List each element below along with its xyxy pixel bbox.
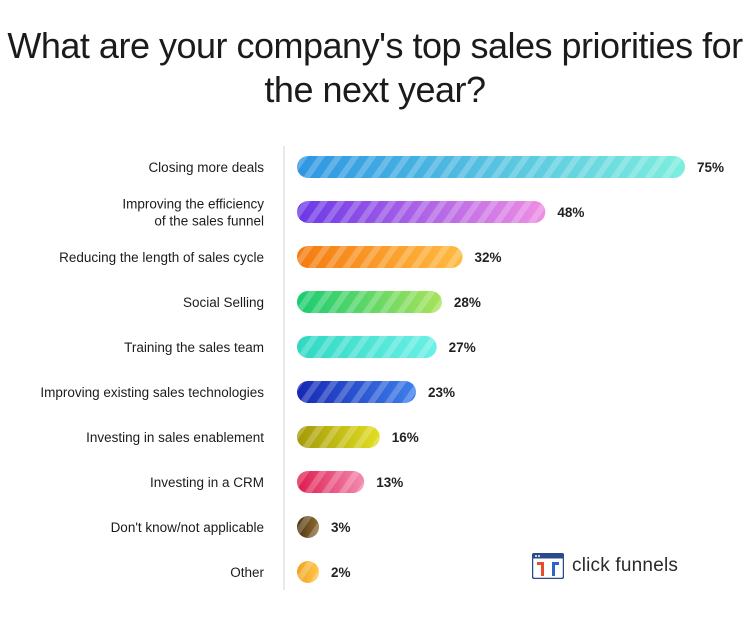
value-label: 13% <box>376 475 403 490</box>
category-label: Social Selling <box>183 295 264 310</box>
bar-stripes <box>297 291 442 313</box>
category-label-line: Closing more deals <box>148 160 264 175</box>
value-label: 27% <box>449 340 476 355</box>
bar-stripes <box>297 516 319 538</box>
bar-stripes <box>297 246 463 268</box>
category-label: Investing in sales enablement <box>86 430 264 445</box>
bar-stripes <box>297 471 365 493</box>
category-label-line: of the sales funnel <box>154 214 264 229</box>
category-label-line: Improving existing sales technologies <box>40 385 264 400</box>
category-label-line: Investing in a CRM <box>150 475 264 490</box>
chart-title: What are your company's top sales priori… <box>7 25 743 110</box>
value-label: 48% <box>557 205 584 220</box>
bar-stripes <box>297 336 437 358</box>
bar-stripes <box>297 561 319 583</box>
bar-group: 27% Training the sales team <box>124 336 476 358</box>
bar-group: 13% Investing in a CRM <box>150 471 403 493</box>
bar-stripes <box>297 426 380 448</box>
category-label: Other <box>230 565 264 580</box>
value-label: 23% <box>428 385 455 400</box>
category-label-line: Reducing the length of sales cycle <box>59 250 264 265</box>
category-label-line: Training the sales team <box>124 340 264 355</box>
category-label-line: Other <box>230 565 264 580</box>
bar-group: 28% Social Selling <box>183 291 481 313</box>
category-label: Improving existing sales technologies <box>40 385 264 400</box>
brand-name: click funnels <box>572 555 679 576</box>
category-label-line: Social Selling <box>183 295 264 310</box>
value-label: 32% <box>475 250 502 265</box>
category-label: Training the sales team <box>124 340 264 355</box>
value-label: 75% <box>697 160 724 175</box>
bar-stripes <box>297 381 416 403</box>
bar-group: 48% Improving the efficiency of the sales … <box>122 197 584 229</box>
bar-group: 3% Don't know/not applicable <box>111 516 351 538</box>
category-label: Closing more deals <box>148 160 264 175</box>
category-label-line: Investing in sales enablement <box>86 430 264 445</box>
value-label: 2% <box>331 565 351 580</box>
bar-stripes <box>297 156 685 178</box>
bar-group: 32% Reducing the length of sales cycle <box>59 246 502 268</box>
clickfunnels-logo-icon <box>532 553 564 579</box>
value-label: 28% <box>454 295 481 310</box>
category-label: Reducing the length of sales cycle <box>59 250 264 265</box>
bar-group: 23% Improving existing sales technologies <box>40 381 455 403</box>
category-label: Improving the efficiency of the sales fun… <box>122 197 264 229</box>
category-label-line: Don't know/not applicable <box>111 520 264 535</box>
bars-layer: 75% Closing more deals 48% Improving the ef… <box>40 156 724 583</box>
value-label: 3% <box>331 520 351 535</box>
category-label: Don't know/not applicable <box>111 520 264 535</box>
category-label: Investing in a CRM <box>150 475 264 490</box>
category-label-line: Improving the efficiency <box>122 197 264 212</box>
bar-group: 2% Other <box>230 561 351 583</box>
bar-group: 16% Investing in sales enablement <box>86 426 419 448</box>
bar-group: 75% Closing more deals <box>148 156 724 178</box>
value-label: 16% <box>392 430 419 445</box>
bar-stripes <box>297 201 546 223</box>
brand-logo: click funnels <box>532 553 678 579</box>
